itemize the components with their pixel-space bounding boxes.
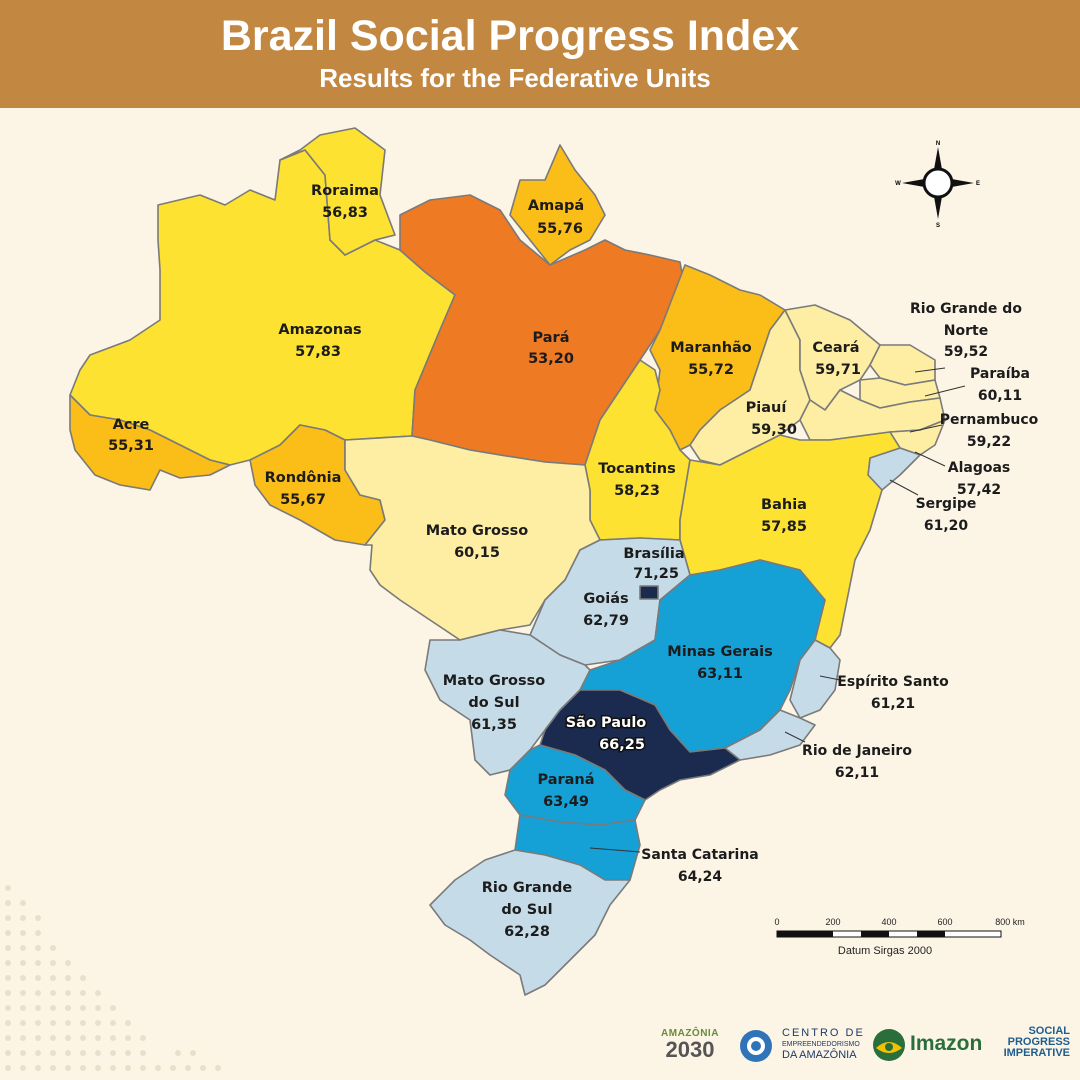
imazon-logo: Imazon (872, 1026, 992, 1066)
page-title: Brazil Social Progress Index (220, 12, 800, 60)
label-sergipe: Sergipe (916, 496, 977, 512)
social-progress-imperative-logo: SOCIAL PROGRESS IMPERATIVE (1003, 1025, 1070, 1059)
value-santa-catarina: 64,24 (678, 869, 723, 885)
label-rio-de-janeiro: Rio de Janeiro (802, 743, 912, 759)
value-mato-grosso: 60,15 (454, 545, 500, 561)
label-ceara: Ceará (812, 340, 859, 356)
value-amapa: 55,76 (537, 221, 583, 237)
value-ceara: 59,71 (815, 362, 861, 378)
header-banner: Brazil Social Progress Index Results for… (0, 0, 1080, 108)
state-espirito-santo[interactable] (789, 639, 841, 719)
label-espirito-santo: Espírito Santo (837, 674, 949, 690)
state-rio-grande-do-sul[interactable] (429, 849, 631, 996)
value-sergipe: 61,20 (924, 518, 969, 534)
label-amazonas: Amazonas (278, 322, 361, 338)
compass-east: E (976, 181, 980, 187)
value-maranhao: 55,72 (688, 362, 734, 378)
label-paraiba: Paraíba (970, 366, 1030, 382)
scale-datum: Datum Sirgas 2000 (838, 945, 932, 957)
imazon-mark-icon (873, 1029, 905, 1061)
label-santa-catarina: Santa Catarina (641, 847, 759, 863)
state-roraima[interactable] (279, 127, 396, 256)
value-amazonas: 57,83 (295, 344, 341, 360)
scale-tick-600: 600 (937, 917, 952, 927)
value-alagoas: 57,42 (957, 482, 1001, 498)
label-pernambuco: Pernambuco (940, 412, 1039, 428)
label-maranhao: Maranhão (670, 340, 752, 356)
value-pernambuco: 59,22 (967, 434, 1011, 450)
label-mato-grosso-do-sul-2: do Sul (468, 695, 519, 711)
states-layer (69, 127, 946, 996)
centro-mark-icon (740, 1030, 772, 1062)
label-mato-grosso: Mato Grosso (426, 523, 528, 539)
value-rio-grande-do-norte: 59,52 (944, 344, 988, 360)
label-bahia: Bahia (761, 497, 807, 513)
value-para: 53,20 (528, 351, 574, 367)
page-subtitle: Results for the Federative Units (319, 63, 711, 93)
scale-tick-400: 400 (881, 917, 896, 927)
value-tocantins: 58,23 (614, 483, 660, 499)
logo-strip: AMAZÔNIA 2030 CENTRO DE EMPREENDEDORISMO… (650, 1020, 1070, 1070)
label-goias: Goiás (583, 591, 628, 607)
state-brasilia[interactable] (639, 585, 659, 600)
value-mato-grosso-do-sul: 61,35 (471, 717, 517, 733)
label-para: Pará (533, 330, 570, 346)
label-parana: Paraná (537, 772, 594, 788)
label-amapa: Amapá (528, 198, 584, 214)
value-roraima: 56,83 (322, 205, 368, 221)
value-bahia: 57,85 (761, 519, 807, 535)
label-piaui: Piauí (746, 400, 788, 416)
compass-south: S (936, 223, 940, 229)
label-sao-paulo: São Paulo (566, 715, 647, 731)
state-acre[interactable] (69, 394, 231, 491)
label-tocantins: Tocantins (598, 461, 675, 477)
state-mato-grosso[interactable] (344, 435, 601, 641)
value-paraiba: 60,11 (978, 388, 1022, 404)
value-rio-grande-do-sul: 62,28 (504, 924, 550, 940)
state-sao-paulo[interactable] (539, 689, 741, 801)
label-rio-grande-do-norte-1: Rio Grande do (910, 301, 1022, 317)
label-rondonia: Rondônia (265, 470, 342, 486)
amazonia-2030-logo: AMAZÔNIA 2030 (661, 1028, 719, 1062)
label-alagoas: Alagoas (948, 460, 1011, 476)
state-ceara[interactable] (784, 304, 881, 411)
dot-pattern (5, 885, 221, 1071)
value-acre: 55,31 (108, 438, 154, 454)
scale-tick-0: 0 (774, 917, 779, 927)
value-brasilia: 71,25 (633, 566, 679, 582)
label-rio-grande-do-norte-2: Norte (944, 323, 988, 339)
scale-bar: 0 200 400 600 800 km Datum Sirgas 2000 (774, 917, 1024, 957)
value-goias: 62,79 (583, 613, 629, 629)
state-goias[interactable] (529, 537, 691, 666)
label-rio-grande-do-sul-2: do Sul (501, 902, 552, 918)
compass-rose: N S E W (895, 141, 980, 229)
scale-tick-200: 200 (825, 917, 840, 927)
compass-north: N (936, 141, 940, 147)
label-rio-grande-do-sul-1: Rio Grande (482, 880, 573, 896)
value-rondonia: 55,67 (280, 492, 326, 508)
value-sao-paulo: 66,25 (599, 737, 645, 753)
value-rio-de-janeiro: 62,11 (835, 765, 879, 781)
value-espirito-santo: 61,21 (871, 696, 915, 712)
label-roraima: Roraima (311, 183, 379, 199)
leader-lines (589, 367, 966, 853)
value-parana: 63,49 (543, 794, 589, 810)
centro-empreendedorismo-logo: CENTRO DE EMPREENDEDORISMO DA AMAZÔNIA (738, 1026, 868, 1066)
state-labels: Roraima 56,83 Amapá 55,76 Amazonas 57,83… (108, 183, 1039, 940)
compass-west: W (895, 181, 901, 187)
state-amapa[interactable] (509, 144, 606, 266)
value-minas-gerais: 63,11 (697, 666, 743, 682)
label-minas-gerais: Minas Gerais (667, 644, 772, 660)
value-piaui: 59,30 (751, 422, 797, 438)
label-mato-grosso-do-sul-1: Mato Grosso (443, 673, 545, 689)
scale-tick-800: 800 km (995, 917, 1025, 927)
label-brasilia: Brasília (623, 546, 684, 562)
label-acre: Acre (113, 417, 150, 433)
